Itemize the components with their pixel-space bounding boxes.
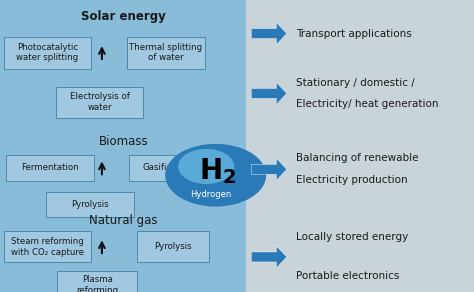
Text: Plasma
reforming: Plasma reforming [76, 275, 118, 292]
FancyBboxPatch shape [137, 231, 209, 262]
Text: Biomass: Biomass [99, 135, 148, 148]
FancyBboxPatch shape [127, 36, 205, 69]
Text: Pyrolysis: Pyrolysis [154, 242, 192, 251]
FancyBboxPatch shape [246, 0, 474, 292]
FancyBboxPatch shape [46, 192, 134, 217]
Text: Steam reforming
with CO₂ capture: Steam reforming with CO₂ capture [11, 237, 84, 257]
Text: Electricity production: Electricity production [296, 175, 408, 185]
Text: Transport applications: Transport applications [296, 29, 412, 39]
Text: Pyrolysis: Pyrolysis [71, 200, 109, 209]
Text: Thermal splitting
of water: Thermal splitting of water [129, 43, 202, 62]
Text: Electricity/ heat generation: Electricity/ heat generation [296, 99, 439, 109]
Text: Balancing of renewable: Balancing of renewable [296, 153, 419, 163]
Text: Photocatalytic
water splitting: Photocatalytic water splitting [16, 43, 79, 62]
Text: $\mathbf{H_2}$: $\mathbf{H_2}$ [200, 156, 237, 186]
Circle shape [179, 150, 234, 183]
Text: Electrolysis of
water: Electrolysis of water [70, 92, 129, 112]
Text: Solar energy: Solar energy [81, 10, 165, 22]
FancyBboxPatch shape [6, 155, 94, 181]
FancyBboxPatch shape [56, 87, 143, 118]
Text: Portable electronics: Portable electronics [296, 271, 400, 281]
Text: Fermentation: Fermentation [21, 164, 79, 172]
FancyBboxPatch shape [0, 0, 246, 292]
Polygon shape [251, 82, 287, 105]
Text: Hydrogen: Hydrogen [190, 190, 232, 199]
Polygon shape [251, 22, 287, 45]
FancyBboxPatch shape [4, 36, 91, 69]
Circle shape [166, 145, 265, 206]
FancyBboxPatch shape [4, 231, 91, 262]
FancyBboxPatch shape [57, 271, 137, 292]
Text: Locally stored energy: Locally stored energy [296, 232, 409, 241]
Text: Gasification: Gasification [143, 164, 194, 172]
Text: Natural gas: Natural gas [89, 214, 157, 227]
Text: Stationary / domestic /: Stationary / domestic / [296, 78, 415, 88]
Polygon shape [251, 158, 287, 180]
Polygon shape [251, 246, 287, 268]
FancyBboxPatch shape [129, 155, 207, 181]
